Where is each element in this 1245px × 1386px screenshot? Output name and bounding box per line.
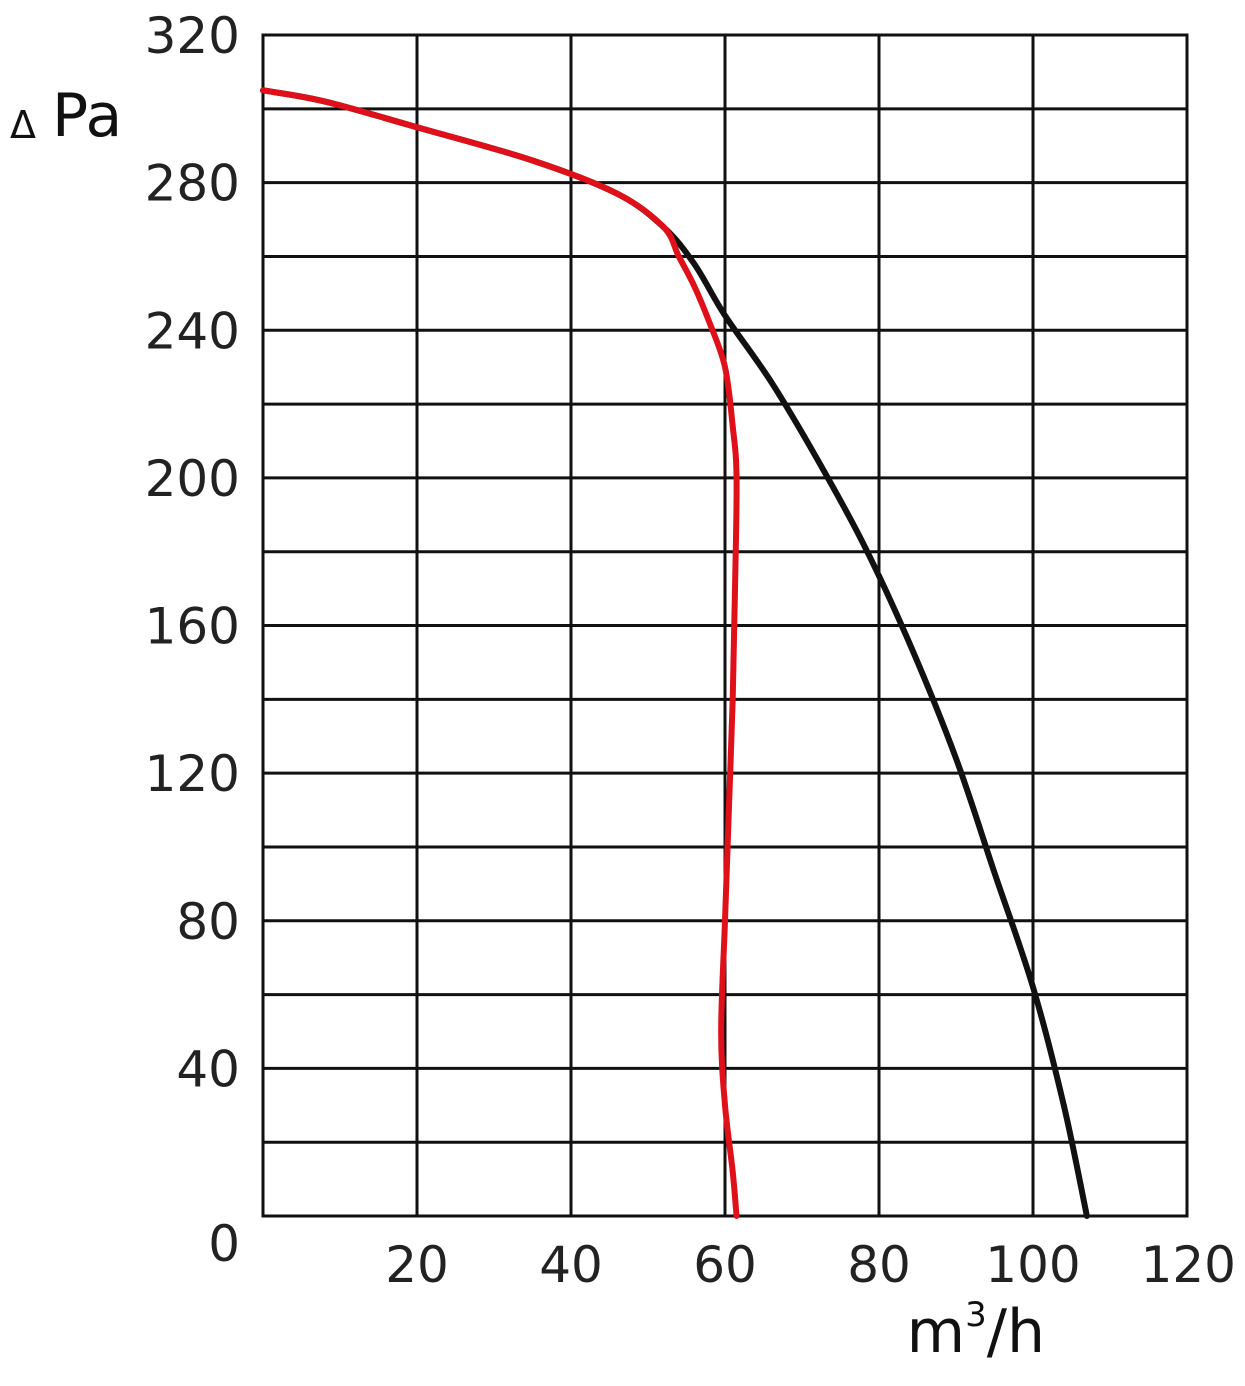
x-axis-label-superscript: 3 [965, 1295, 987, 1335]
x-tick-label: 80 [847, 1236, 911, 1294]
series-line-2 [260, 87, 740, 1219]
grid [263, 35, 1187, 1216]
y-tick-label: 320 [145, 7, 240, 65]
y-tick-label: 120 [145, 745, 240, 803]
plot-frame [261, 33, 1189, 1218]
y-tick-label: 0 [208, 1215, 240, 1273]
y-tick-label: 280 [145, 155, 240, 213]
x-tick-label: 100 [985, 1236, 1080, 1294]
y-tick-label: 160 [145, 598, 240, 656]
y-axis-label-symbol: Δ [10, 103, 36, 147]
y-tick-label: 40 [176, 1040, 240, 1098]
x-axis-label-tail: /h [987, 1297, 1045, 1367]
x-tick-label: 40 [539, 1236, 603, 1294]
y-tick-label: 200 [145, 450, 240, 508]
y-tick-label: 240 [145, 302, 240, 360]
x-tick-label: 60 [693, 1236, 757, 1294]
x-axis-label: m3/h [907, 1295, 1045, 1367]
x-tick-label: 20 [385, 1236, 449, 1294]
x-tick-label: 120 [1141, 1236, 1236, 1294]
y-tick-label: 80 [176, 893, 240, 951]
y-tick-labels: 0 40 80 120 160 200 240 280 320 [145, 7, 240, 1273]
x-tick-labels: 20 40 60 80 100 120 [385, 1236, 1236, 1294]
series-line-1 [260, 87, 1090, 1219]
series-group [260, 87, 1090, 1219]
x-axis-label-base: m [907, 1297, 965, 1367]
y-axis-label: Pa [52, 81, 122, 151]
